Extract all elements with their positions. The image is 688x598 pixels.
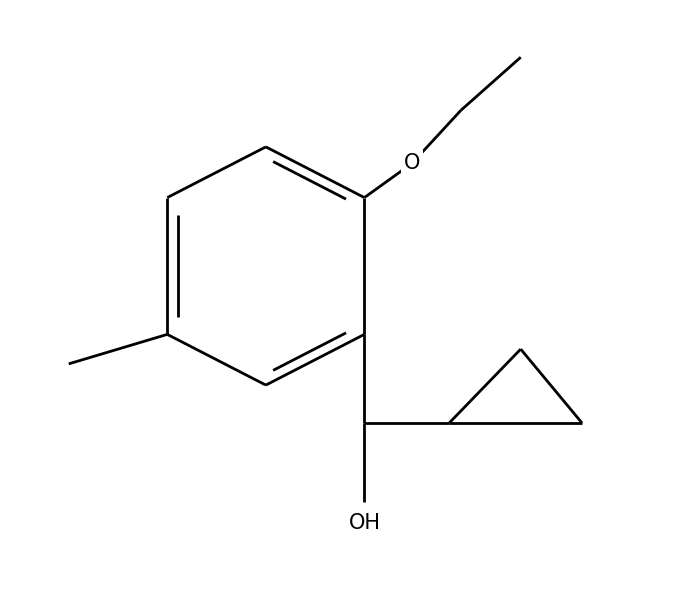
Text: O: O <box>404 153 420 173</box>
Text: OH: OH <box>348 513 380 533</box>
